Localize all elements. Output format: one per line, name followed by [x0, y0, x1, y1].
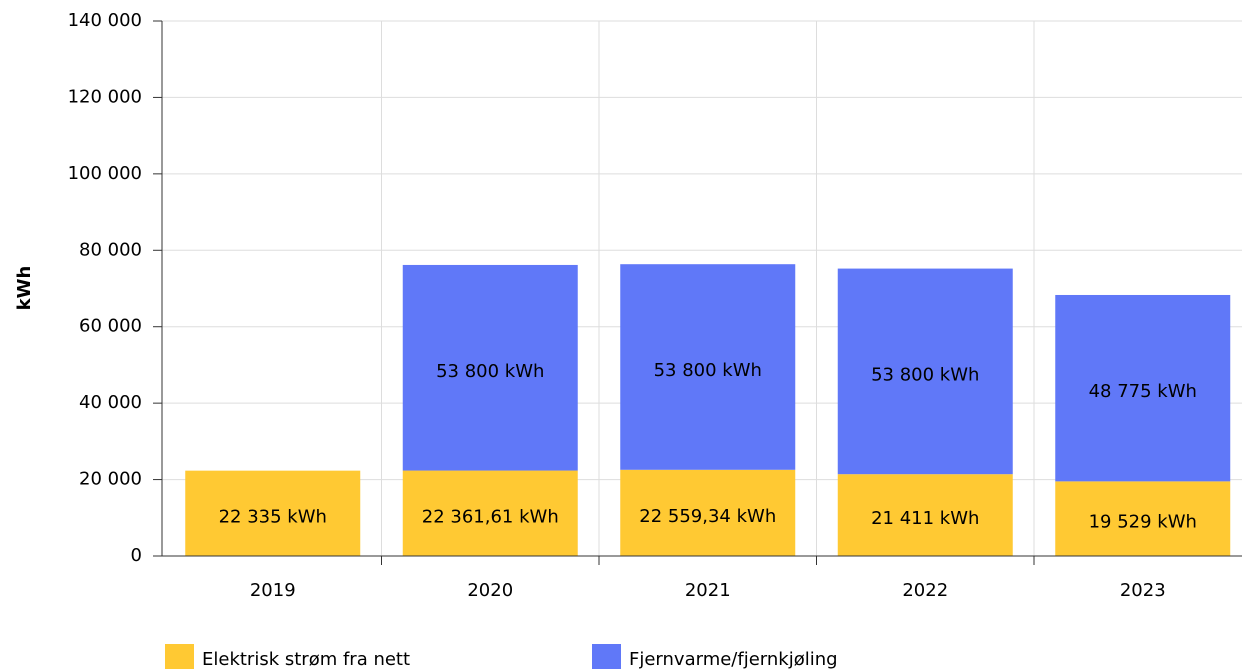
- data-label: 53 800 kWh: [436, 361, 544, 382]
- bar-segment: [837, 474, 1013, 556]
- bar-segment: [402, 264, 578, 471]
- y-tick-label: 0: [131, 545, 142, 566]
- data-label: 21 411 kWh: [871, 508, 979, 529]
- data-label: 22 559,34 kWh: [639, 506, 776, 527]
- x-tick-label: 2023: [1120, 580, 1166, 601]
- bar-segment: [620, 469, 796, 556]
- y-axis-label: kWh: [14, 266, 35, 311]
- data-label: 19 529 kWh: [1089, 512, 1197, 533]
- y-tick-label: 140 000: [68, 10, 142, 31]
- x-tick-label: 2022: [902, 580, 948, 601]
- bar-segment: [402, 470, 578, 556]
- y-tick-label: 60 000: [79, 316, 142, 337]
- x-tick-label: 2020: [467, 580, 513, 601]
- legend-swatch: [165, 644, 194, 669]
- x-tick-label: 2021: [685, 580, 731, 601]
- bar-segment: [1055, 294, 1231, 482]
- data-label: 22 361,61 kWh: [422, 506, 559, 527]
- legend-label: Fjernvarme/fjernkjøling: [629, 649, 838, 669]
- data-label: 53 800 kWh: [654, 360, 762, 381]
- y-tick-label: 100 000: [68, 163, 142, 184]
- y-tick-label: 20 000: [79, 469, 142, 490]
- bar-segment: [185, 470, 361, 556]
- data-label: 48 775 kWh: [1089, 381, 1197, 402]
- x-tick-label: 2019: [250, 580, 296, 601]
- bar-segment: [837, 268, 1013, 475]
- legend-swatch: [592, 644, 621, 669]
- data-label: 53 800 kWh: [871, 364, 979, 385]
- data-label: 22 335 kWh: [219, 506, 327, 527]
- bar-segment: [1055, 481, 1231, 556]
- y-tick-label: 120 000: [68, 86, 142, 107]
- y-tick-label: 80 000: [79, 239, 142, 260]
- legend-label: Elektrisk strøm fra nett: [202, 649, 410, 669]
- y-tick-label: 40 000: [79, 392, 142, 413]
- bar-segment: [620, 264, 796, 470]
